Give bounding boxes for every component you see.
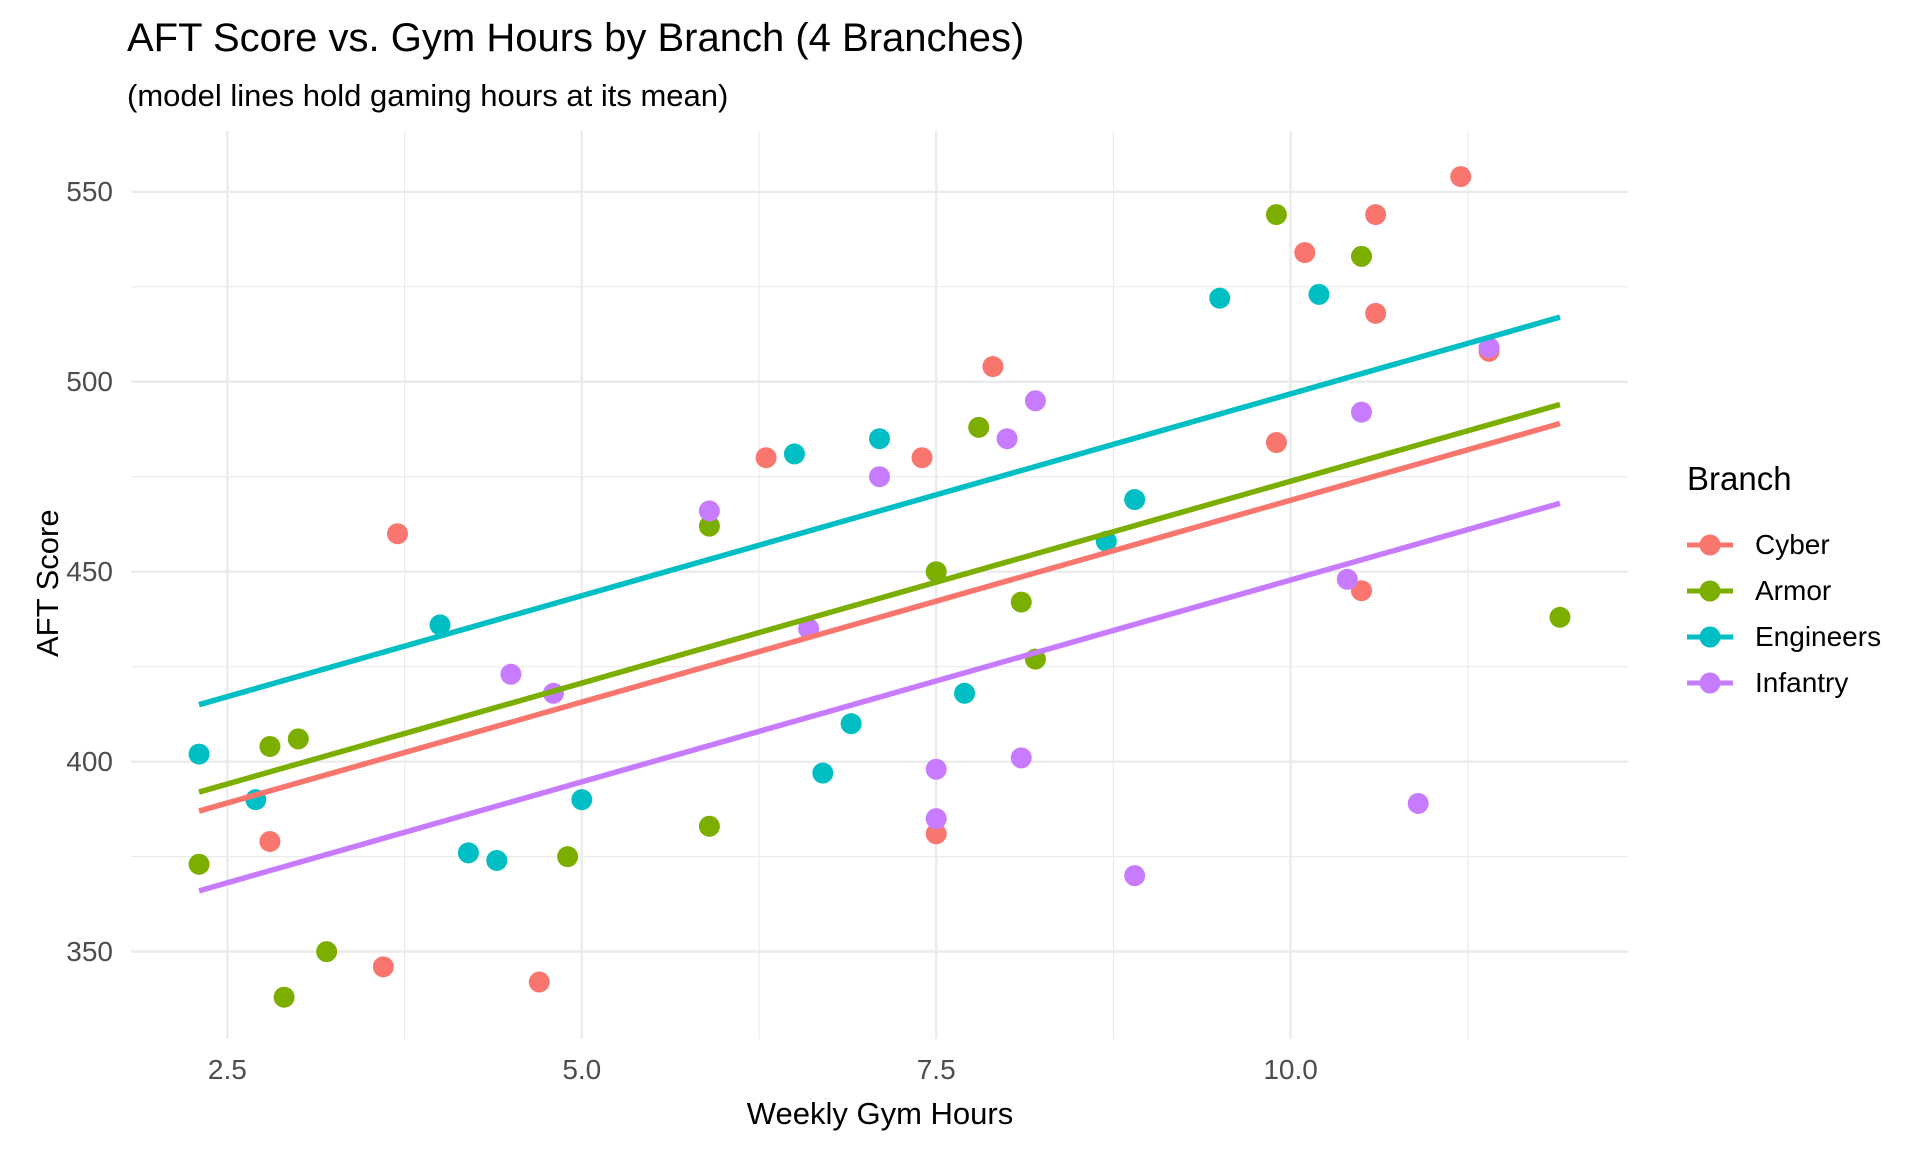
legend-item-infantry: Infantry: [1687, 660, 1881, 706]
plot-title: AFT Score vs. Gym Hours by Branch (4 Bra…: [127, 16, 1025, 60]
point-cyber: [911, 447, 933, 469]
point-armor: [273, 986, 295, 1008]
point-engineers: [1209, 287, 1231, 309]
plot-subtitle: (model lines hold gaming hours at its me…: [127, 78, 729, 113]
point-armor: [698, 515, 720, 537]
point-infantry: [1124, 865, 1146, 887]
point-cyber: [387, 523, 409, 545]
point-engineers: [840, 713, 862, 735]
legend: Branch Cyber Armor Engineers Infantry: [1687, 460, 1881, 706]
trend-line-engineers: [198, 314, 1561, 708]
x-tick-label: 2.5: [207, 1054, 247, 1085]
point-armor: [287, 728, 309, 750]
point-armor: [1549, 606, 1571, 628]
point-infantry: [925, 808, 947, 830]
point-armor: [698, 815, 720, 837]
point-cyber: [1365, 302, 1387, 324]
point-infantry: [925, 758, 947, 780]
point-cyber: [528, 971, 550, 993]
y-tick-label: 550: [66, 175, 113, 207]
point-infantry: [1010, 747, 1032, 769]
point-engineers: [188, 743, 210, 765]
point-engineers: [869, 428, 890, 450]
legend-item-label: Cyber: [1755, 529, 1830, 560]
point-infantry: [1350, 401, 1372, 423]
point-armor: [557, 846, 579, 868]
point-infantry: [869, 466, 890, 488]
y-tick-label: 400: [66, 745, 113, 777]
y-axis-title: AFT Score: [30, 509, 65, 657]
point-cyber: [372, 956, 394, 978]
point-cyber: [982, 356, 1004, 378]
point-infantry: [500, 663, 522, 685]
trend-line-armor: [198, 401, 1561, 795]
y-tick-label: 350: [66, 935, 113, 967]
legend-key-point: [1699, 580, 1721, 602]
point-engineers: [812, 762, 834, 784]
point-engineers: [429, 614, 451, 636]
legend-key-icon: [1687, 534, 1733, 556]
legend-item-engineers: Engineers: [1687, 614, 1881, 660]
point-armor: [1350, 245, 1372, 267]
point-cyber: [755, 447, 777, 469]
legend-key-icon: [1687, 580, 1733, 602]
point-engineers: [486, 849, 508, 871]
point-armor: [316, 941, 338, 963]
point-cyber: [1294, 242, 1316, 264]
point-engineers: [1308, 283, 1330, 305]
point-engineers: [457, 842, 479, 864]
point-armor: [968, 416, 990, 438]
trend-line-infantry: [198, 500, 1561, 894]
point-engineers: [954, 682, 976, 704]
point-infantry: [1478, 337, 1500, 359]
point-cyber: [925, 823, 947, 845]
point-armor: [1265, 204, 1287, 226]
legend-item-label: Infantry: [1755, 667, 1849, 698]
legend-title: Branch: [1687, 460, 1792, 497]
legend-key-icon: [1687, 672, 1733, 694]
y-tick-label: 500: [66, 365, 113, 397]
point-armor: [259, 735, 281, 757]
point-cyber: [1450, 166, 1472, 188]
legend-key-icon: [1687, 626, 1733, 648]
point-infantry: [698, 500, 720, 522]
point-cyber: [1365, 204, 1387, 226]
point-infantry: [996, 428, 1018, 450]
legend-key-point: [1699, 626, 1721, 648]
legend-item-cyber: Cyber: [1687, 522, 1881, 568]
point-engineers: [1124, 489, 1146, 511]
point-cyber: [259, 830, 281, 852]
trend-line-cyber: [198, 420, 1561, 814]
point-cyber: [1265, 432, 1287, 454]
point-armor: [188, 853, 210, 875]
point-infantry: [1024, 390, 1046, 412]
x-tick-label: 10.0: [1263, 1054, 1318, 1085]
legend-item-label: Engineers: [1755, 621, 1882, 652]
x-tick-label: 7.5: [916, 1054, 956, 1085]
point-infantry: [1407, 792, 1429, 814]
x-tick-label: 5.0: [562, 1054, 602, 1085]
point-engineers: [783, 443, 805, 465]
legend-item-armor: Armor: [1687, 568, 1881, 614]
point-cyber: [1350, 580, 1372, 602]
point-armor: [1010, 591, 1032, 613]
point-engineers: [571, 789, 593, 811]
point-infantry: [1336, 568, 1358, 590]
legend-key-point: [1699, 672, 1721, 694]
x-axis-title: Weekly Gym Hours: [746, 1096, 1014, 1131]
legend-rows: Cyber Armor Engineers Infantry: [1687, 522, 1881, 706]
legend-key-point: [1699, 534, 1721, 556]
legend-item-label: Armor: [1755, 575, 1832, 606]
y-tick-label: 450: [66, 555, 113, 587]
point-armor: [925, 561, 947, 583]
